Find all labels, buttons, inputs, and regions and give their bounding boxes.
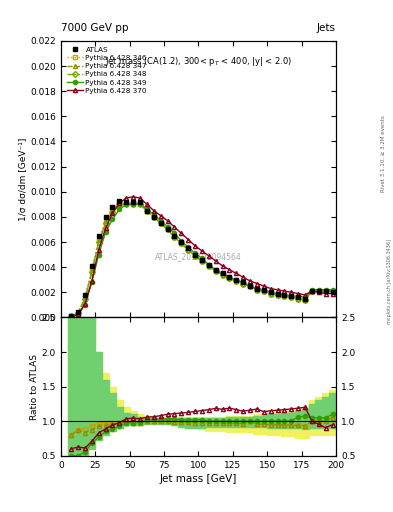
X-axis label: Jet mass [GeV]: Jet mass [GeV] [160,474,237,484]
Y-axis label: Ratio to ATLAS: Ratio to ATLAS [30,354,39,419]
Text: Jets: Jets [317,23,336,33]
Text: mcplots.cern.ch [arXiv:1306.3436]: mcplots.cern.ch [arXiv:1306.3436] [387,239,391,324]
Text: 7000 GeV pp: 7000 GeV pp [61,23,129,33]
Y-axis label: 1/σ dσ/dm [GeV⁻¹]: 1/σ dσ/dm [GeV⁻¹] [18,138,28,221]
Text: ATLAS_2012_I1094564: ATLAS_2012_I1094564 [155,252,242,261]
Legend: ATLAS, Pythia 6.428 346, Pythia 6.428 347, Pythia 6.428 348, Pythia 6.428 349, P: ATLAS, Pythia 6.428 346, Pythia 6.428 34… [64,45,149,96]
Text: Rivet 3.1.10, ≥ 3.2M events: Rivet 3.1.10, ≥ 3.2M events [381,115,386,192]
Text: Jet mass (CA(1.2), 300< p$_{T}$ < 400, |y| < 2.0): Jet mass (CA(1.2), 300< p$_{T}$ < 400, |… [105,55,292,68]
